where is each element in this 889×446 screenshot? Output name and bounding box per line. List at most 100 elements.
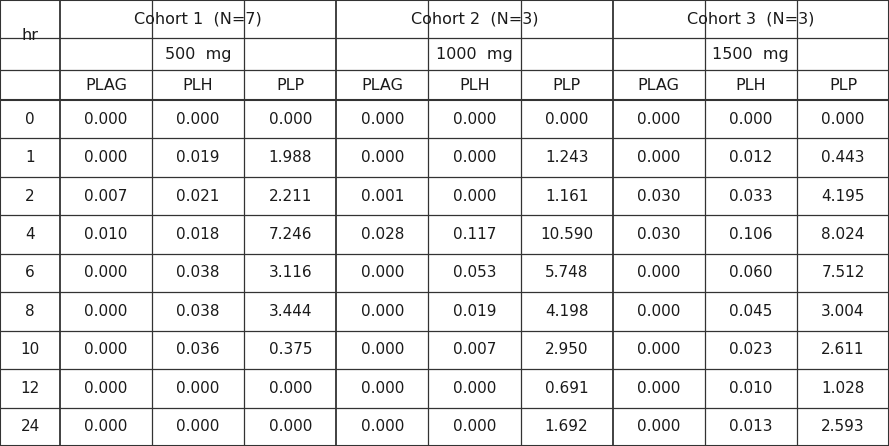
Text: 0.000: 0.000 bbox=[361, 419, 404, 434]
Text: 7.246: 7.246 bbox=[268, 227, 312, 242]
Text: 5.748: 5.748 bbox=[545, 265, 589, 281]
Text: PLP: PLP bbox=[829, 78, 857, 92]
Text: 0.000: 0.000 bbox=[361, 381, 404, 396]
Text: 0.038: 0.038 bbox=[176, 265, 220, 281]
Text: 0.036: 0.036 bbox=[176, 343, 220, 357]
Text: 0.030: 0.030 bbox=[637, 189, 680, 204]
Text: 0.000: 0.000 bbox=[84, 381, 128, 396]
Text: 0.000: 0.000 bbox=[177, 112, 220, 127]
Text: 1: 1 bbox=[25, 150, 35, 165]
Text: 1000  mg: 1000 mg bbox=[436, 46, 513, 62]
Text: 0.028: 0.028 bbox=[361, 227, 404, 242]
Text: 1.988: 1.988 bbox=[268, 150, 312, 165]
Text: 0.000: 0.000 bbox=[545, 112, 589, 127]
Text: 1.243: 1.243 bbox=[545, 150, 589, 165]
Text: 2.950: 2.950 bbox=[545, 343, 589, 357]
Text: PLH: PLH bbox=[460, 78, 490, 92]
Text: 0.000: 0.000 bbox=[637, 343, 680, 357]
Text: 10.590: 10.590 bbox=[540, 227, 593, 242]
Text: 0.023: 0.023 bbox=[729, 343, 773, 357]
Text: 4: 4 bbox=[25, 227, 35, 242]
Text: 0.000: 0.000 bbox=[84, 265, 128, 281]
Text: 6: 6 bbox=[25, 265, 35, 281]
Text: 0.019: 0.019 bbox=[453, 304, 496, 319]
Text: 0.000: 0.000 bbox=[84, 419, 128, 434]
Text: 0.038: 0.038 bbox=[176, 304, 220, 319]
Text: 1.028: 1.028 bbox=[821, 381, 865, 396]
Text: 0.012: 0.012 bbox=[729, 150, 773, 165]
Text: 0.000: 0.000 bbox=[637, 381, 680, 396]
Text: 0.000: 0.000 bbox=[268, 112, 312, 127]
Text: 0.000: 0.000 bbox=[453, 419, 496, 434]
Text: 2: 2 bbox=[25, 189, 35, 204]
Text: 0.000: 0.000 bbox=[453, 189, 496, 204]
Text: 1.692: 1.692 bbox=[545, 419, 589, 434]
Text: 0.000: 0.000 bbox=[361, 265, 404, 281]
Text: 0.018: 0.018 bbox=[177, 227, 220, 242]
Text: Cohort 1  (N=7): Cohort 1 (N=7) bbox=[134, 12, 262, 26]
Text: 500  mg: 500 mg bbox=[165, 46, 231, 62]
Text: 0.000: 0.000 bbox=[453, 381, 496, 396]
Text: 0.000: 0.000 bbox=[453, 112, 496, 127]
Text: 0.021: 0.021 bbox=[177, 189, 220, 204]
Text: 7.512: 7.512 bbox=[821, 265, 865, 281]
Text: 3.444: 3.444 bbox=[268, 304, 312, 319]
Text: 0.000: 0.000 bbox=[637, 304, 680, 319]
Text: 4.198: 4.198 bbox=[545, 304, 589, 319]
Text: 0.106: 0.106 bbox=[729, 227, 773, 242]
Text: 0.000: 0.000 bbox=[361, 304, 404, 319]
Text: 0: 0 bbox=[25, 112, 35, 127]
Text: 0.001: 0.001 bbox=[361, 189, 404, 204]
Text: Cohort 3  (N=3): Cohort 3 (N=3) bbox=[687, 12, 814, 26]
Text: 0.000: 0.000 bbox=[177, 381, 220, 396]
Text: 3.116: 3.116 bbox=[268, 265, 312, 281]
Text: 0.053: 0.053 bbox=[453, 265, 496, 281]
Text: 0.045: 0.045 bbox=[729, 304, 773, 319]
Text: 10: 10 bbox=[20, 343, 40, 357]
Text: 0.060: 0.060 bbox=[729, 265, 773, 281]
Text: PLP: PLP bbox=[553, 78, 581, 92]
Text: Cohort 2  (N=3): Cohort 2 (N=3) bbox=[411, 12, 538, 26]
Text: 0.019: 0.019 bbox=[176, 150, 220, 165]
Text: 0.000: 0.000 bbox=[453, 150, 496, 165]
Text: 0.691: 0.691 bbox=[545, 381, 589, 396]
Text: 1500  mg: 1500 mg bbox=[712, 46, 789, 62]
Text: 0.013: 0.013 bbox=[729, 419, 773, 434]
Text: 0.000: 0.000 bbox=[637, 419, 680, 434]
Text: 0.000: 0.000 bbox=[84, 150, 128, 165]
Text: 0.033: 0.033 bbox=[729, 189, 773, 204]
Text: 0.000: 0.000 bbox=[84, 343, 128, 357]
Text: 0.000: 0.000 bbox=[637, 150, 680, 165]
Text: 2.611: 2.611 bbox=[821, 343, 865, 357]
Text: PLAG: PLAG bbox=[362, 78, 404, 92]
Text: 0.007: 0.007 bbox=[453, 343, 496, 357]
Text: 0.000: 0.000 bbox=[268, 381, 312, 396]
Text: 0.000: 0.000 bbox=[84, 304, 128, 319]
Text: 0.375: 0.375 bbox=[268, 343, 312, 357]
Text: 2.593: 2.593 bbox=[821, 419, 865, 434]
Text: 0.443: 0.443 bbox=[821, 150, 865, 165]
Text: PLH: PLH bbox=[183, 78, 213, 92]
Text: 0.000: 0.000 bbox=[361, 112, 404, 127]
Text: 0.010: 0.010 bbox=[84, 227, 128, 242]
Text: 4.195: 4.195 bbox=[821, 189, 865, 204]
Text: 0.000: 0.000 bbox=[729, 112, 773, 127]
Text: 0.117: 0.117 bbox=[453, 227, 496, 242]
Text: 8.024: 8.024 bbox=[821, 227, 865, 242]
Text: 2.211: 2.211 bbox=[268, 189, 312, 204]
Text: 0.000: 0.000 bbox=[361, 150, 404, 165]
Text: PLAG: PLAG bbox=[85, 78, 127, 92]
Text: 24: 24 bbox=[20, 419, 40, 434]
Text: PLH: PLH bbox=[735, 78, 766, 92]
Text: 0.000: 0.000 bbox=[637, 265, 680, 281]
Text: PLAG: PLAG bbox=[637, 78, 680, 92]
Text: 8: 8 bbox=[25, 304, 35, 319]
Text: 0.000: 0.000 bbox=[268, 419, 312, 434]
Text: 0.007: 0.007 bbox=[84, 189, 128, 204]
Text: 0.010: 0.010 bbox=[729, 381, 773, 396]
Text: 3.004: 3.004 bbox=[821, 304, 865, 319]
Text: hr: hr bbox=[21, 28, 38, 42]
Text: 0.000: 0.000 bbox=[821, 112, 865, 127]
Text: 0.030: 0.030 bbox=[637, 227, 680, 242]
Text: 0.000: 0.000 bbox=[177, 419, 220, 434]
